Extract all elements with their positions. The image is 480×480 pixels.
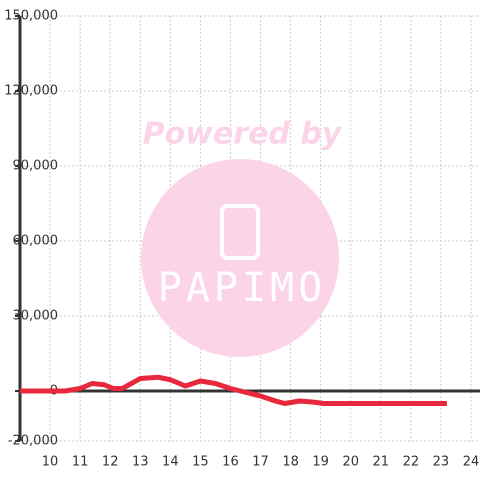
x-tick-label: 13 <box>132 455 149 470</box>
y-tick-label: 30,000 <box>13 309 59 324</box>
x-tick-label: 21 <box>373 455 390 470</box>
x-tick-label: 11 <box>72 455 89 470</box>
plot: -20,000030,00060,00090,000120,000150,000… <box>4 9 480 470</box>
watermark: Powered by PAPIMO <box>141 117 343 357</box>
y-tick-label: 60,000 <box>13 234 59 249</box>
x-tick-label: 12 <box>102 455 119 470</box>
y-tick-label: 150,000 <box>4 9 58 24</box>
line <box>20 374 447 406</box>
watermark-text: Powered by <box>143 117 343 152</box>
x-tick-label: 14 <box>162 455 179 470</box>
x-tick-label: 17 <box>252 455 269 470</box>
x-tick-label: 19 <box>312 455 329 470</box>
y-tick-label: 120,000 <box>4 84 58 99</box>
watermark-logo: PAPIMO <box>158 265 327 311</box>
x-tick-label: 22 <box>403 455 420 470</box>
x-tick-label: 15 <box>192 455 209 470</box>
y-tick-label: 90,000 <box>13 159 59 174</box>
watermark-icon <box>220 204 260 260</box>
x-tick-label: 24 <box>463 455 480 470</box>
x-tick-label: 23 <box>433 455 450 470</box>
x-tick-label: 10 <box>42 455 59 470</box>
x-tick-label: 16 <box>222 455 239 470</box>
x-tick-label: 18 <box>282 455 299 470</box>
x-tick-label: 20 <box>342 455 359 470</box>
y-tick-label: -20,000 <box>8 434 58 449</box>
